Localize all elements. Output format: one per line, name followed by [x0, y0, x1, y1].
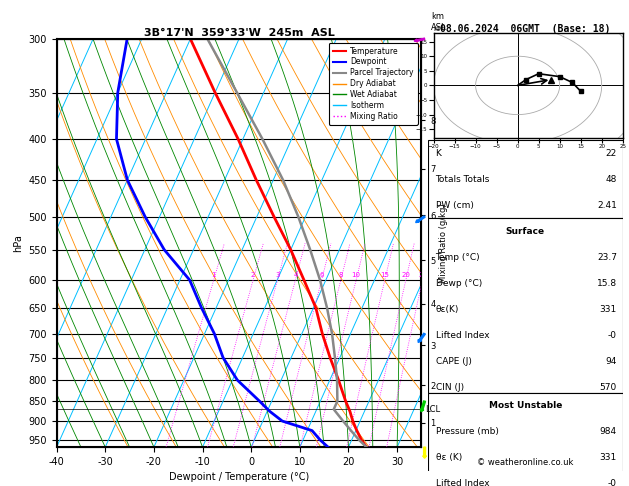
Text: 94: 94: [606, 357, 617, 366]
Text: 23.7: 23.7: [597, 253, 617, 262]
Text: 2.41: 2.41: [597, 201, 617, 210]
Text: Most Unstable: Most Unstable: [489, 401, 562, 410]
Text: Surface: Surface: [506, 227, 545, 236]
Text: LCL: LCL: [425, 405, 440, 414]
Text: 4: 4: [293, 272, 298, 278]
Text: 331: 331: [599, 305, 617, 314]
Text: Lifted Index: Lifted Index: [435, 479, 489, 486]
Text: Pressure (mb): Pressure (mb): [435, 427, 498, 436]
X-axis label: Dewpoint / Temperature (°C): Dewpoint / Temperature (°C): [169, 472, 309, 483]
Text: CAPE (J): CAPE (J): [435, 357, 471, 366]
Text: 3: 3: [276, 272, 280, 278]
Text: 25: 25: [418, 272, 427, 278]
Bar: [428, 393, 623, 486]
Text: 984: 984: [599, 427, 617, 436]
Text: -0: -0: [608, 331, 617, 340]
Y-axis label: Mixing Ratio (g/kg): Mixing Ratio (g/kg): [438, 203, 448, 283]
Text: 15.8: 15.8: [597, 279, 617, 288]
Text: Temp (°C): Temp (°C): [435, 253, 480, 262]
Text: 20: 20: [401, 272, 410, 278]
Text: 48: 48: [606, 175, 617, 184]
Text: 1: 1: [211, 272, 216, 278]
Text: 570: 570: [599, 383, 617, 392]
Text: CIN (J): CIN (J): [435, 383, 464, 392]
Text: km
ASL: km ASL: [431, 12, 447, 32]
Y-axis label: hPa: hPa: [13, 234, 23, 252]
Title: 3B°17'N  359°33'W  245m  ASL: 3B°17'N 359°33'W 245m ASL: [143, 28, 335, 38]
Text: Lifted Index: Lifted Index: [435, 331, 489, 340]
Text: Totals Totals: Totals Totals: [435, 175, 490, 184]
Text: © weatheronline.co.uk: © weatheronline.co.uk: [477, 458, 574, 467]
Bar: [428, 140, 623, 218]
Bar: [428, 218, 623, 393]
Text: 8: 8: [338, 272, 343, 278]
Text: -0: -0: [608, 479, 617, 486]
Text: 15: 15: [381, 272, 389, 278]
Text: 10: 10: [352, 272, 360, 278]
Text: K: K: [435, 149, 442, 158]
Text: PW (cm): PW (cm): [435, 201, 474, 210]
Legend: Temperature, Dewpoint, Parcel Trajectory, Dry Adiabat, Wet Adiabat, Isotherm, Mi: Temperature, Dewpoint, Parcel Trajectory…: [329, 43, 418, 125]
Text: 6: 6: [320, 272, 324, 278]
Text: θε(K): θε(K): [435, 305, 459, 314]
Text: Dewp (°C): Dewp (°C): [435, 279, 482, 288]
Text: θε (K): θε (K): [435, 453, 462, 462]
Text: 2: 2: [251, 272, 255, 278]
Text: 08.06.2024  06GMT  (Base: 18): 08.06.2024 06GMT (Base: 18): [440, 24, 610, 34]
Text: 331: 331: [599, 453, 617, 462]
Text: 22: 22: [606, 149, 617, 158]
